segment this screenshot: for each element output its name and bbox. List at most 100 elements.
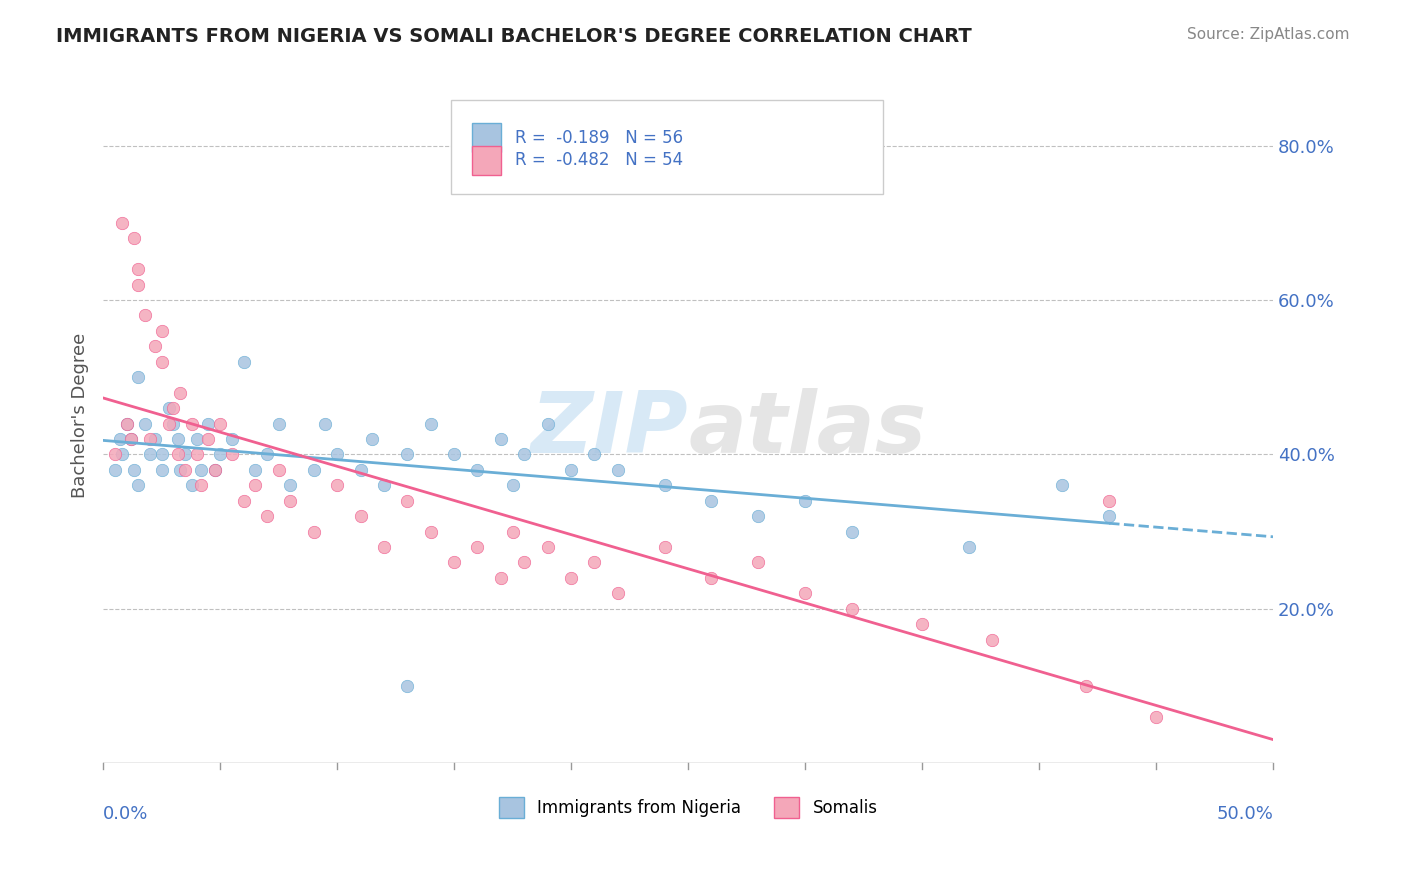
Point bbox=[606, 463, 628, 477]
Point bbox=[127, 262, 149, 277]
Point bbox=[181, 417, 204, 431]
Point bbox=[841, 524, 863, 539]
Point bbox=[1074, 679, 1097, 693]
Point bbox=[150, 324, 173, 338]
Point bbox=[120, 432, 142, 446]
Point bbox=[157, 401, 180, 416]
Point bbox=[373, 478, 395, 492]
Point bbox=[513, 447, 536, 461]
Point bbox=[204, 463, 226, 477]
Point bbox=[419, 524, 441, 539]
Point bbox=[169, 463, 191, 477]
Point bbox=[396, 447, 419, 461]
Point bbox=[537, 540, 560, 554]
Text: IMMIGRANTS FROM NIGERIA VS SOMALI BACHELOR'S DEGREE CORRELATION CHART: IMMIGRANTS FROM NIGERIA VS SOMALI BACHEL… bbox=[56, 27, 972, 45]
Point bbox=[256, 509, 278, 524]
Point bbox=[139, 447, 162, 461]
Point bbox=[162, 401, 184, 416]
Point bbox=[841, 601, 863, 615]
Point bbox=[167, 447, 190, 461]
Point bbox=[245, 463, 267, 477]
Point bbox=[190, 478, 212, 492]
Point bbox=[513, 556, 536, 570]
Point bbox=[502, 524, 524, 539]
Point bbox=[361, 432, 384, 446]
Point bbox=[197, 432, 219, 446]
FancyBboxPatch shape bbox=[471, 145, 501, 175]
Point bbox=[443, 447, 465, 461]
Point bbox=[150, 355, 173, 369]
Point bbox=[127, 277, 149, 292]
Point bbox=[326, 478, 349, 492]
Point bbox=[174, 463, 197, 477]
Point bbox=[1098, 493, 1121, 508]
Point bbox=[120, 432, 142, 446]
Point bbox=[583, 447, 606, 461]
Text: Source: ZipAtlas.com: Source: ZipAtlas.com bbox=[1187, 27, 1350, 42]
Y-axis label: Bachelor's Degree: Bachelor's Degree bbox=[72, 334, 89, 499]
Point bbox=[167, 432, 190, 446]
Point bbox=[560, 571, 582, 585]
Point bbox=[981, 632, 1004, 647]
Point bbox=[267, 463, 290, 477]
Point bbox=[104, 447, 127, 461]
Point bbox=[267, 417, 290, 431]
Point bbox=[169, 385, 191, 400]
Point bbox=[747, 509, 769, 524]
Point bbox=[326, 447, 349, 461]
Point bbox=[957, 540, 980, 554]
Point bbox=[1098, 509, 1121, 524]
Text: 50.0%: 50.0% bbox=[1216, 805, 1272, 822]
Point bbox=[302, 463, 325, 477]
Point bbox=[467, 540, 489, 554]
Point bbox=[349, 509, 371, 524]
Point bbox=[911, 617, 934, 632]
Point bbox=[221, 447, 243, 461]
Point bbox=[302, 524, 325, 539]
Point bbox=[245, 478, 267, 492]
Point bbox=[221, 432, 243, 446]
Point bbox=[489, 571, 512, 585]
Point bbox=[186, 432, 208, 446]
Point bbox=[489, 432, 512, 446]
Point bbox=[537, 417, 560, 431]
Point bbox=[502, 478, 524, 492]
Point bbox=[700, 571, 723, 585]
Text: atlas: atlas bbox=[688, 388, 927, 471]
Point bbox=[150, 447, 173, 461]
Point bbox=[349, 463, 371, 477]
Point bbox=[700, 493, 723, 508]
Point bbox=[127, 478, 149, 492]
Point bbox=[278, 493, 301, 508]
Point bbox=[197, 417, 219, 431]
Legend: Immigrants from Nigeria, Somalis: Immigrants from Nigeria, Somalis bbox=[492, 790, 884, 824]
Point bbox=[143, 339, 166, 353]
Point bbox=[232, 493, 254, 508]
Point bbox=[373, 540, 395, 554]
Point bbox=[467, 463, 489, 477]
Point bbox=[190, 463, 212, 477]
Point bbox=[143, 432, 166, 446]
Point bbox=[209, 447, 232, 461]
Point bbox=[256, 447, 278, 461]
Point bbox=[396, 679, 419, 693]
Point bbox=[1144, 710, 1167, 724]
Point bbox=[204, 463, 226, 477]
Point bbox=[111, 216, 134, 230]
Point bbox=[104, 463, 127, 477]
Point bbox=[139, 432, 162, 446]
Point bbox=[794, 493, 817, 508]
Point bbox=[162, 417, 184, 431]
Point bbox=[157, 417, 180, 431]
Point bbox=[134, 417, 156, 431]
Point bbox=[560, 463, 582, 477]
Point bbox=[583, 556, 606, 570]
Point bbox=[174, 447, 197, 461]
Point bbox=[134, 309, 156, 323]
Point bbox=[115, 417, 138, 431]
Text: ZIP: ZIP bbox=[530, 388, 688, 471]
Point bbox=[396, 493, 419, 508]
Point bbox=[419, 417, 441, 431]
Point bbox=[314, 417, 336, 431]
FancyBboxPatch shape bbox=[450, 100, 883, 194]
